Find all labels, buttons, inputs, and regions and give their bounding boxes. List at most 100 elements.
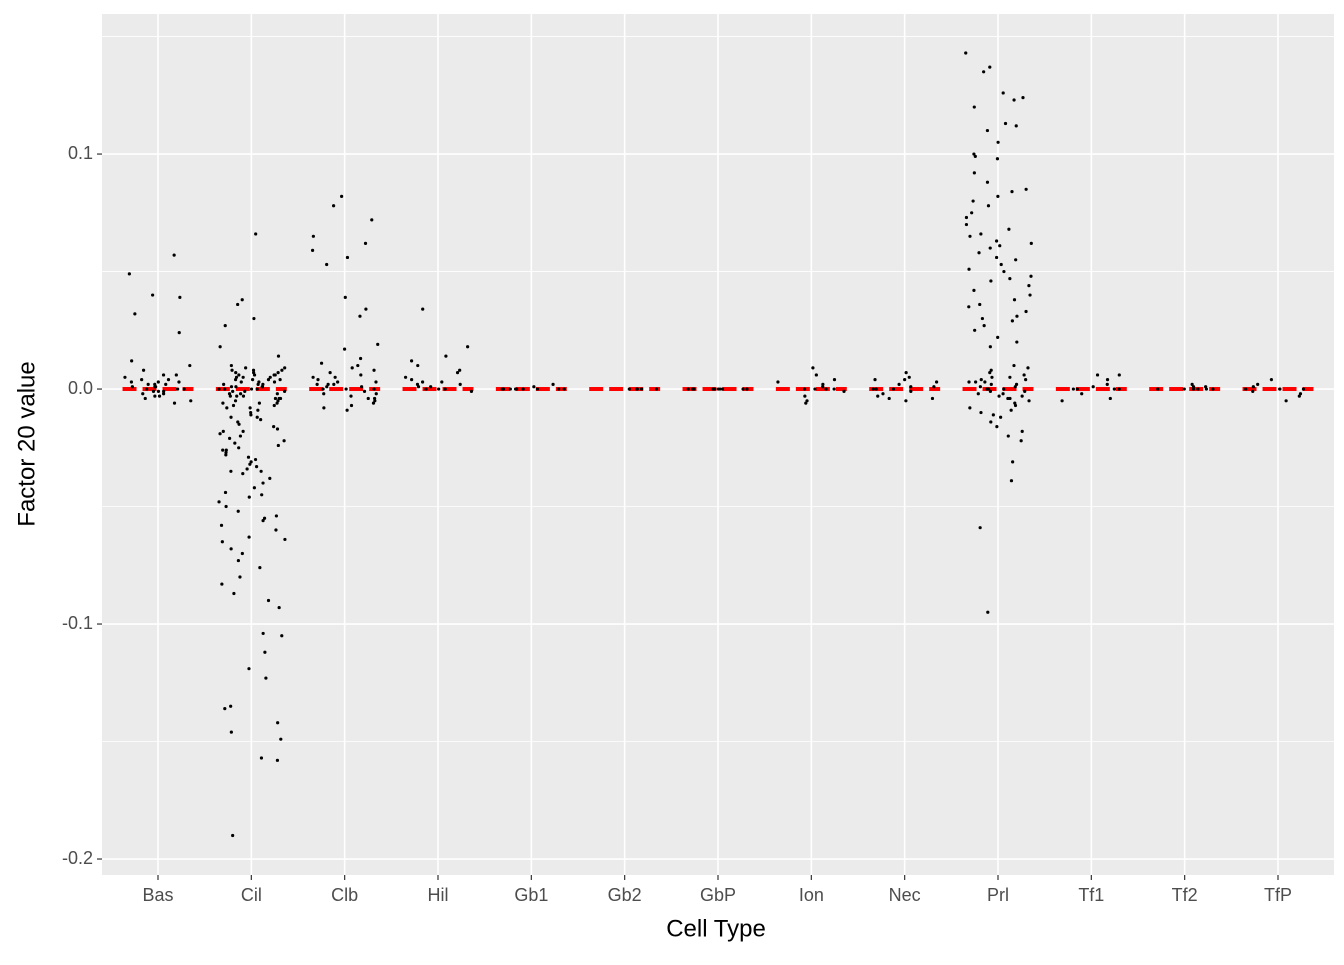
- point: [172, 401, 177, 405]
- point: [996, 194, 1000, 198]
- point: [275, 427, 280, 431]
- point: [178, 295, 182, 299]
- point: [978, 302, 982, 307]
- point: [359, 373, 363, 377]
- point: [988, 370, 992, 375]
- point: [994, 255, 999, 260]
- point: [249, 410, 253, 415]
- point: [279, 737, 283, 741]
- point: [234, 370, 238, 375]
- point: [1191, 385, 1196, 389]
- point: [978, 385, 982, 389]
- point: [264, 676, 268, 680]
- point: [156, 380, 160, 384]
- point: [1182, 387, 1186, 391]
- point: [363, 241, 368, 245]
- point: [983, 380, 987, 384]
- point: [1080, 392, 1084, 396]
- point: [322, 392, 326, 396]
- point: [259, 417, 263, 422]
- point: [814, 373, 818, 377]
- point: [1014, 382, 1019, 386]
- point: [236, 509, 240, 513]
- x-tick-label: Prl: [987, 885, 1009, 905]
- point: [244, 366, 248, 370]
- point: [316, 378, 320, 382]
- point: [370, 218, 374, 222]
- point: [1027, 284, 1031, 288]
- point: [172, 253, 176, 257]
- point: [973, 154, 977, 159]
- point: [821, 385, 825, 389]
- point: [420, 380, 425, 384]
- point: [274, 528, 278, 532]
- point: [218, 345, 222, 349]
- point: [325, 262, 329, 267]
- point: [972, 152, 976, 156]
- point: [177, 380, 181, 384]
- point: [241, 472, 245, 476]
- point: [1251, 385, 1255, 389]
- point: [236, 420, 240, 424]
- point: [1013, 403, 1018, 408]
- point: [259, 756, 264, 760]
- point: [466, 345, 470, 349]
- point: [989, 279, 993, 283]
- point: [557, 387, 561, 391]
- point: [842, 389, 846, 393]
- point: [253, 457, 258, 462]
- point: [995, 239, 999, 243]
- point: [233, 441, 237, 445]
- point: [416, 363, 420, 368]
- point: [263, 650, 267, 654]
- point: [166, 378, 171, 382]
- point: [979, 378, 983, 382]
- point: [967, 305, 971, 309]
- point: [127, 272, 131, 276]
- point: [1028, 293, 1032, 297]
- point: [1029, 241, 1033, 245]
- point: [907, 375, 911, 379]
- point: [1003, 121, 1008, 126]
- point: [1105, 382, 1109, 386]
- point: [1071, 387, 1075, 391]
- point: [982, 323, 986, 328]
- point: [1301, 387, 1306, 391]
- point: [252, 373, 257, 377]
- point: [374, 392, 378, 396]
- point: [162, 389, 166, 393]
- point: [345, 255, 350, 260]
- point: [986, 204, 991, 208]
- point: [1251, 389, 1255, 393]
- y-tick-label: -0.1: [62, 613, 93, 633]
- point: [409, 359, 414, 363]
- point: [903, 378, 907, 382]
- point: [821, 382, 825, 386]
- point: [991, 413, 995, 417]
- point: [278, 378, 282, 382]
- point: [980, 316, 985, 321]
- point: [237, 373, 241, 377]
- point: [322, 406, 326, 410]
- point: [256, 382, 260, 386]
- y-tick-label: 0.1: [68, 143, 93, 163]
- point: [904, 370, 908, 375]
- point: [141, 368, 146, 372]
- x-tick-label: Tf2: [1172, 885, 1198, 905]
- point: [340, 194, 344, 198]
- point: [1020, 394, 1024, 398]
- point: [133, 312, 137, 316]
- point: [229, 363, 233, 368]
- point: [164, 382, 168, 386]
- point: [1010, 190, 1014, 194]
- x-tick-label: Nec: [889, 885, 921, 905]
- point: [248, 406, 252, 410]
- point: [231, 403, 236, 408]
- point: [1002, 387, 1006, 391]
- point: [275, 401, 279, 405]
- point: [223, 323, 227, 328]
- point: [276, 721, 280, 725]
- point: [421, 307, 425, 311]
- point: [1196, 387, 1200, 391]
- point: [1015, 340, 1019, 344]
